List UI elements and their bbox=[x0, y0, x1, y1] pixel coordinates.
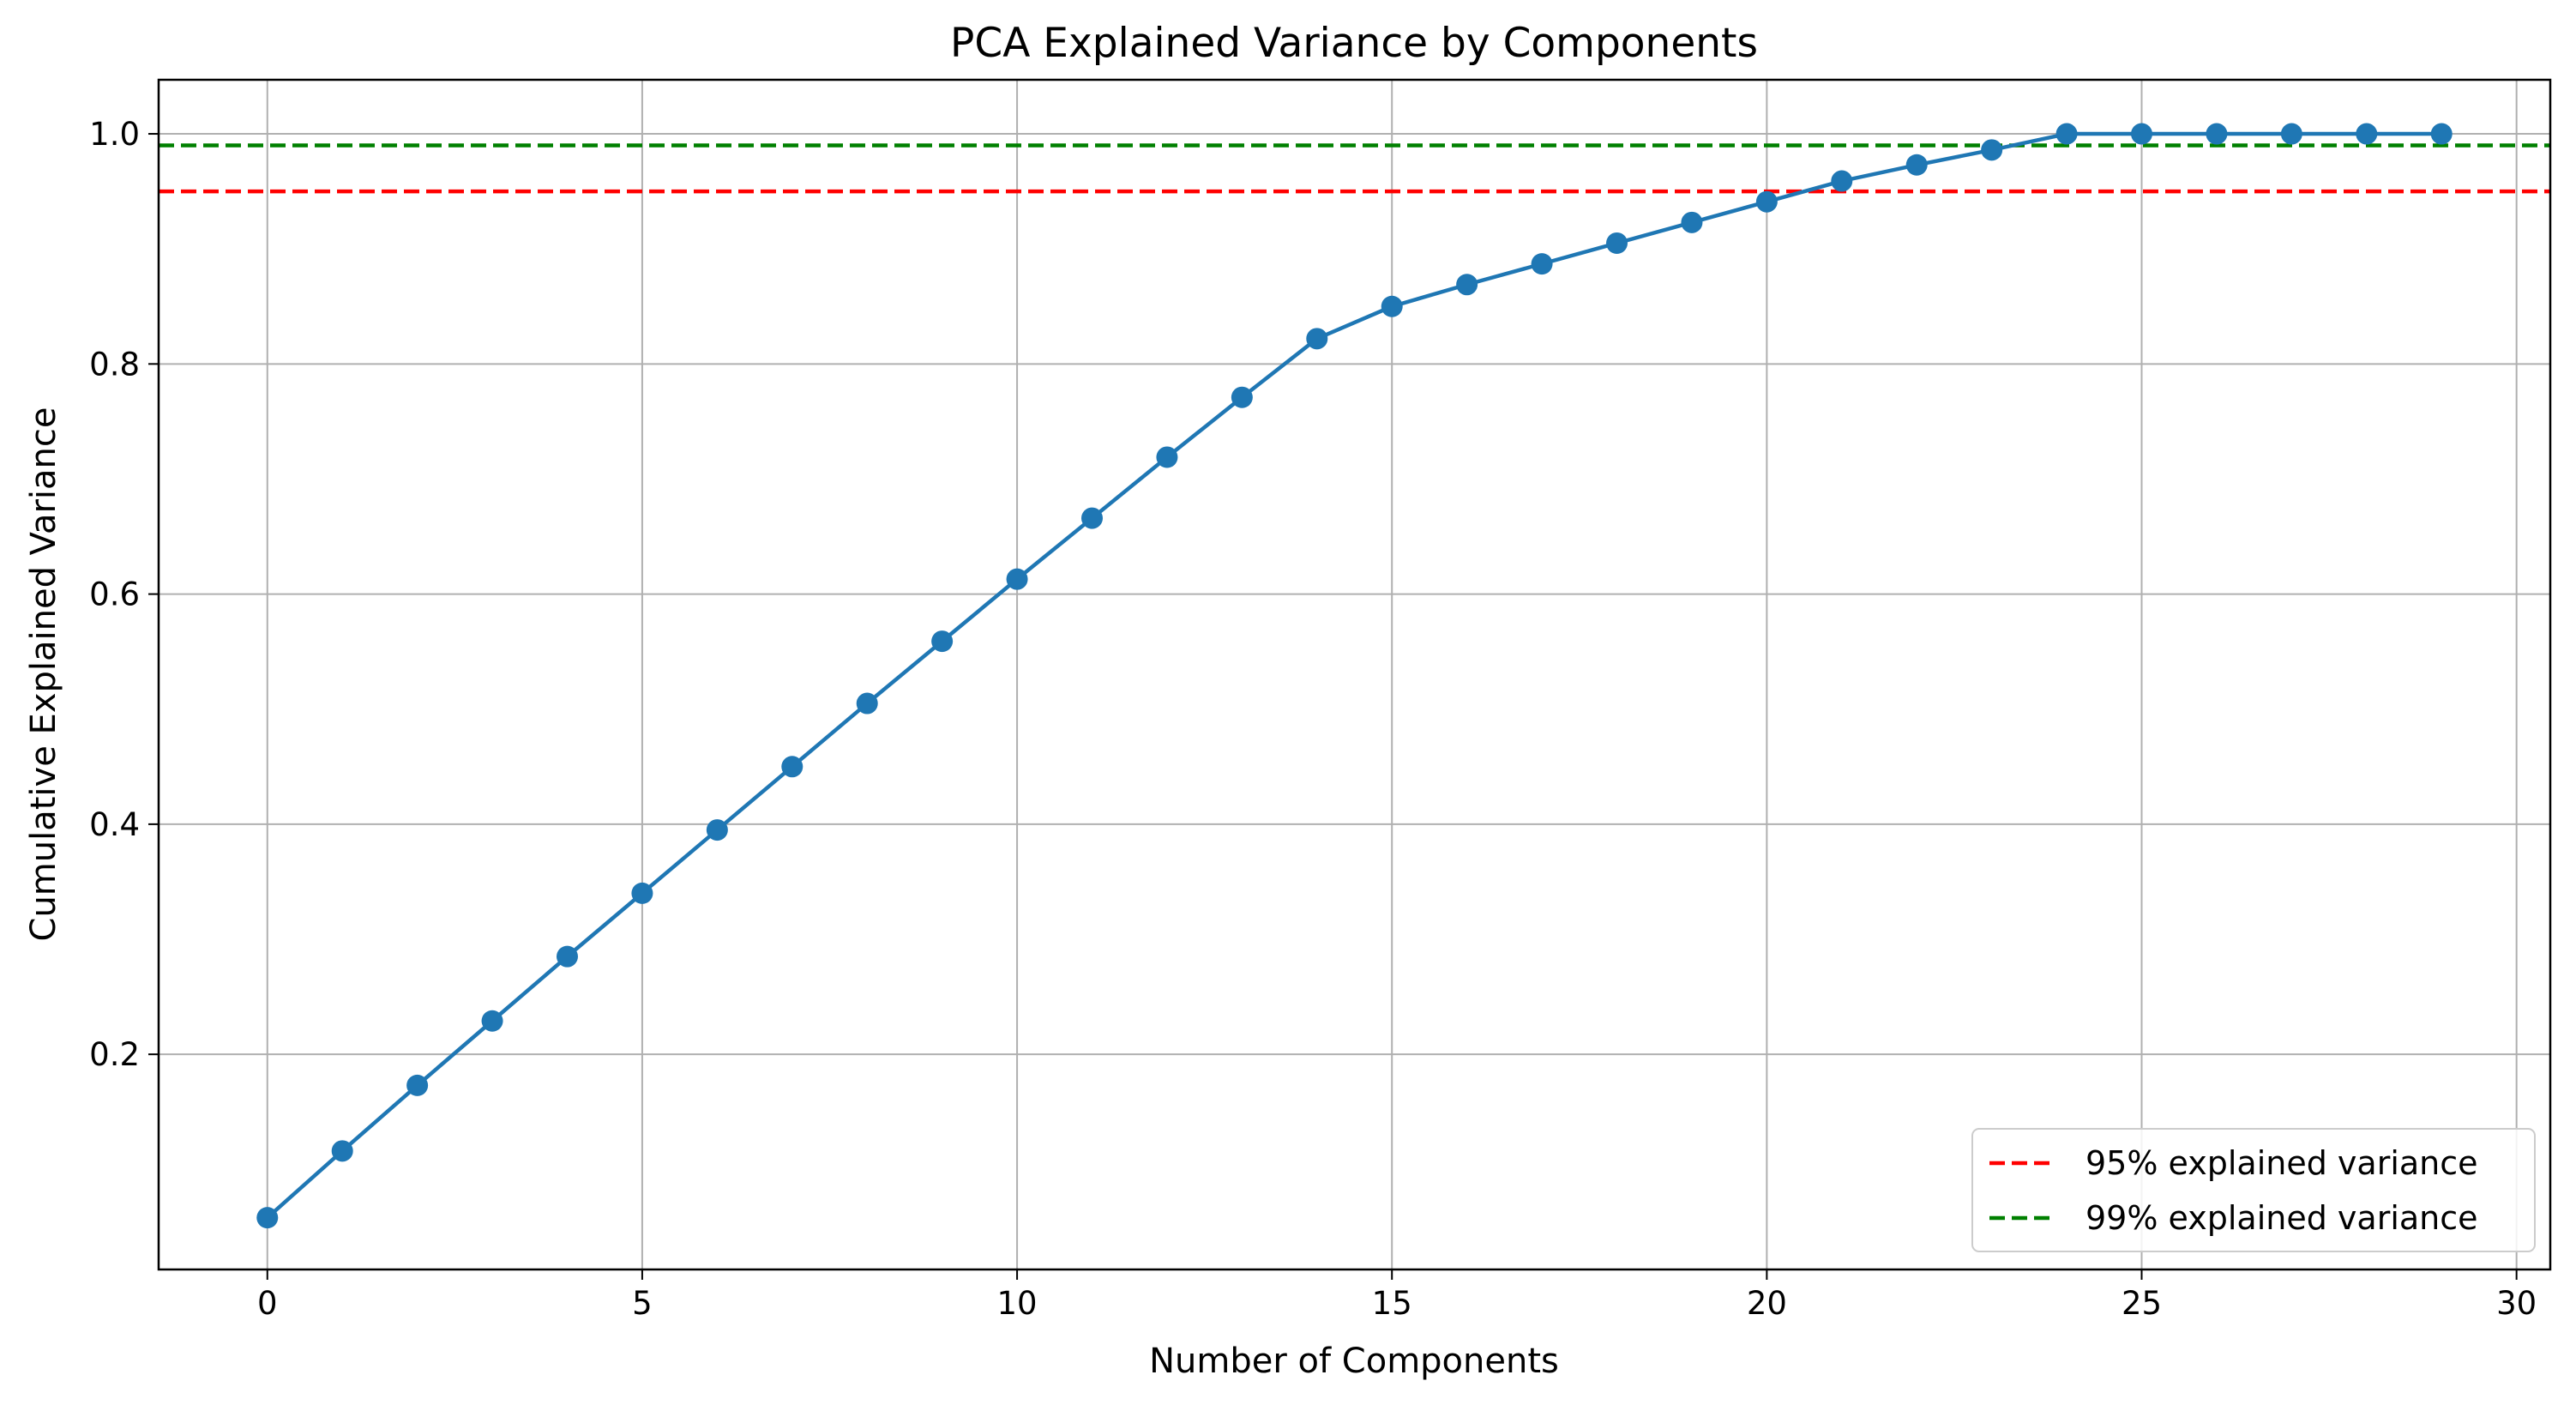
data-point bbox=[331, 1140, 353, 1162]
x-tick-label: 0 bbox=[257, 1285, 278, 1322]
x-tick-label: 30 bbox=[2496, 1285, 2537, 1322]
x-tick-label: 25 bbox=[2122, 1285, 2162, 1322]
data-point bbox=[1981, 139, 2003, 161]
chart-title: PCA Explained Variance by Components bbox=[950, 20, 1758, 67]
x-tick-label: 15 bbox=[1372, 1285, 1412, 1322]
legend-label: 95% explained variance bbox=[2085, 1144, 2478, 1182]
data-point bbox=[406, 1074, 429, 1096]
data-point bbox=[1681, 211, 1703, 233]
plot-frame bbox=[157, 78, 2552, 1271]
x-tick-label: 20 bbox=[1747, 1285, 1787, 1322]
y-axis-ticks: 0.2 0.4 0.6 0.8 1.0 bbox=[89, 116, 159, 1073]
y-tick-label: 0.2 bbox=[89, 1036, 140, 1073]
data-point bbox=[781, 756, 803, 778]
data-point bbox=[1905, 154, 1928, 176]
data-point bbox=[1456, 274, 1478, 296]
y-tick-label: 0.4 bbox=[89, 806, 140, 843]
data-point bbox=[556, 945, 578, 968]
series-line bbox=[266, 131, 2442, 1220]
data-point bbox=[706, 819, 728, 841]
data-point bbox=[1156, 446, 1178, 468]
data-point bbox=[1231, 386, 1253, 408]
data-point bbox=[2430, 123, 2453, 145]
data-point bbox=[2206, 123, 2228, 145]
x-axis-label: Number of Components bbox=[1149, 1342, 1559, 1381]
data-point bbox=[2055, 123, 2078, 145]
y-axis-label: Cumulative Explained Variance bbox=[24, 407, 63, 942]
data-point bbox=[256, 1207, 279, 1229]
data-point bbox=[1531, 253, 1553, 275]
x-axis-ticks: 0 5 10 15 20 25 30 bbox=[257, 1269, 2537, 1322]
y-tick-label: 0.6 bbox=[89, 576, 140, 613]
data-point bbox=[1306, 328, 1328, 350]
grid bbox=[159, 80, 2550, 1269]
legend-label: 99% explained variance bbox=[2085, 1199, 2478, 1237]
data-point bbox=[2356, 123, 2378, 145]
y-tick-label: 1.0 bbox=[89, 116, 140, 153]
data-point bbox=[2131, 123, 2153, 145]
data-point bbox=[931, 630, 954, 653]
x-tick-label: 5 bbox=[632, 1285, 653, 1322]
data-point bbox=[856, 692, 878, 715]
data-point bbox=[631, 882, 653, 904]
data-point bbox=[1831, 170, 1853, 192]
legend: 95% explained variance 99% explained vari… bbox=[1971, 1128, 2536, 1252]
legend-box bbox=[1971, 1128, 2536, 1252]
data-point bbox=[1755, 190, 1778, 213]
y-tick-label: 0.8 bbox=[89, 346, 140, 383]
data-series bbox=[256, 123, 2453, 1229]
data-point bbox=[481, 1010, 503, 1032]
data-point bbox=[1606, 232, 1628, 254]
x-tick-label: 10 bbox=[997, 1285, 1038, 1322]
data-point bbox=[1381, 295, 1403, 317]
data-point bbox=[1006, 568, 1028, 590]
reference-lines bbox=[159, 143, 2550, 194]
data-point bbox=[1080, 507, 1103, 529]
data-point bbox=[2280, 123, 2302, 145]
